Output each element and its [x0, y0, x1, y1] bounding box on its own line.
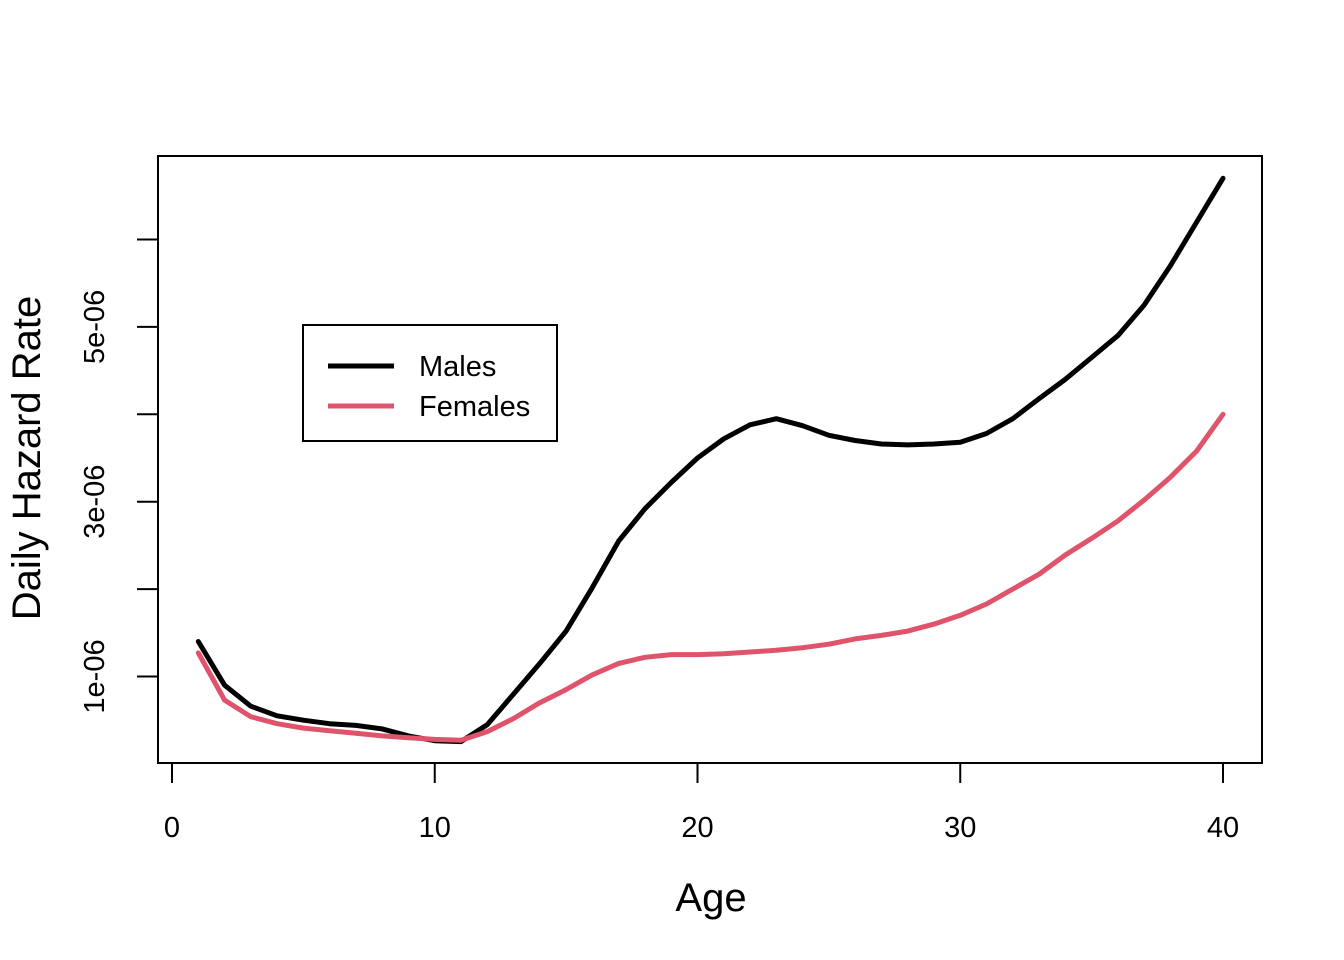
data-curves: [195, 175, 1226, 745]
x-tick-label: 0: [164, 812, 180, 844]
legend-label-males: Males: [419, 351, 496, 383]
y-tick-label: 3e-06: [79, 465, 111, 539]
legend: Males Females: [302, 324, 558, 442]
legend-label-females: Females: [419, 391, 530, 423]
legend-box: [302, 324, 558, 442]
x-tick-label: 10: [419, 812, 451, 844]
curve-females: [195, 411, 1226, 743]
plot-box: [157, 155, 1263, 764]
y-tick-label: 5e-06: [79, 290, 111, 364]
x-axis-title: Age: [675, 876, 746, 920]
x-tick-label: 20: [681, 812, 713, 844]
x-tick-label: 40: [1207, 812, 1239, 844]
curve-males: [195, 175, 1226, 745]
y-axis-title: Daily Hazard Rate: [5, 296, 49, 621]
axes: 0 10 20 30 40 1e-06 3e-06 5e-06: [79, 155, 1263, 844]
y-tick-label: 1e-06: [79, 639, 111, 713]
x-tick-label: 30: [944, 812, 976, 844]
